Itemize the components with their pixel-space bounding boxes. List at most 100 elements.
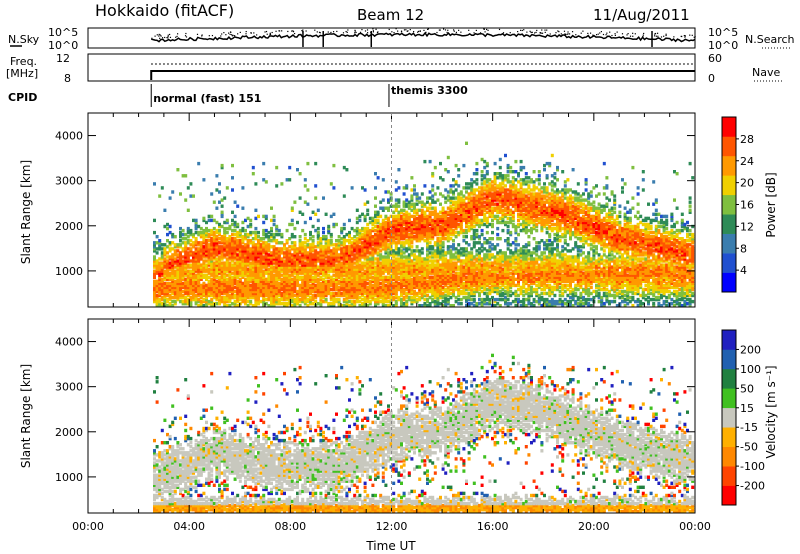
heatmap-cell <box>374 257 377 261</box>
heatmap-cell <box>371 239 375 243</box>
heatmap-cell <box>163 208 167 212</box>
heatmap-cell <box>264 279 268 283</box>
heatmap-cell <box>244 285 247 290</box>
heatmap-cell <box>407 239 411 243</box>
heatmap-cell <box>194 297 198 302</box>
heatmap-cell <box>176 297 180 302</box>
heatmap-cell <box>475 273 479 277</box>
heatmap-cell <box>173 243 177 247</box>
heatmap-cell <box>335 267 338 271</box>
heatmap-cell <box>309 285 312 290</box>
heatmap-cell <box>215 263 219 267</box>
heatmap-cell <box>387 226 390 231</box>
heatmap-cell <box>485 261 489 265</box>
heatmap-cell <box>272 295 276 300</box>
heatmap-cell <box>340 261 344 265</box>
heatmap-cell <box>332 269 336 273</box>
heatmap-cell <box>426 232 429 237</box>
heatmap-cell <box>350 257 354 261</box>
heatmap-cell <box>457 218 461 223</box>
heatmap-cell <box>316 208 320 212</box>
heatmap-cell <box>446 230 450 235</box>
heatmap-cell <box>249 299 253 304</box>
heatmap-cell <box>345 279 349 283</box>
heatmap-cell <box>444 263 448 267</box>
heatmap-cell <box>231 263 234 267</box>
heatmap-cell <box>228 224 232 229</box>
heatmap-cell <box>166 275 169 279</box>
heatmap-cell <box>327 304 331 308</box>
heatmap-cell <box>257 235 260 239</box>
heatmap-cell <box>462 289 466 294</box>
heatmap-cell <box>467 192 471 196</box>
heatmap-cell <box>449 255 453 259</box>
heatmap-cell <box>418 208 422 212</box>
heatmap-cell <box>335 269 338 273</box>
heatmap-cell <box>238 265 242 269</box>
heatmap-cell <box>381 241 385 245</box>
heatmap-cell <box>444 210 448 214</box>
heatmap-cell <box>322 269 325 273</box>
heatmap-cell <box>228 226 232 231</box>
heatmap-cell <box>314 277 318 281</box>
heatmap-cell <box>314 249 318 253</box>
heatmap-cell <box>449 188 453 192</box>
heatmap-cell <box>192 263 195 267</box>
heatmap-cell <box>379 237 383 241</box>
heatmap-cell <box>342 289 346 294</box>
heatmap-cell <box>387 291 390 296</box>
heatmap-cell <box>418 279 422 283</box>
heatmap-cell <box>405 224 409 229</box>
heatmap-cell <box>173 275 177 279</box>
heatmap-cell <box>444 299 448 304</box>
heatmap-cell <box>335 265 338 269</box>
heatmap-cell <box>241 263 245 267</box>
heatmap-cell <box>436 285 440 290</box>
heatmap-cell <box>415 299 419 304</box>
heatmap-cell <box>462 216 466 221</box>
heatmap-cell <box>420 304 424 308</box>
freq-trace <box>150 63 695 80</box>
heatmap-cell <box>355 295 359 300</box>
heatmap-cell <box>231 239 234 243</box>
heatmap-cell <box>210 271 214 275</box>
heatmap-cell <box>311 245 315 249</box>
heatmap-cell <box>194 299 198 304</box>
nsearch-dot <box>250 32 252 34</box>
heatmap-cell <box>348 239 351 243</box>
heatmap-cell <box>413 295 416 300</box>
heatmap-cell <box>381 293 385 298</box>
heatmap-cell <box>431 265 435 269</box>
heatmap-cell <box>478 267 481 271</box>
heatmap-cell <box>457 206 461 210</box>
heatmap-cell <box>439 265 442 269</box>
heatmap-cell <box>238 259 242 263</box>
heatmap-cell <box>426 220 429 225</box>
heatmap-cell <box>197 289 201 294</box>
heatmap-cell <box>478 206 481 210</box>
heatmap-cell <box>423 261 427 265</box>
heatmap-cell <box>410 188 414 192</box>
heatmap-cell <box>387 222 390 227</box>
heatmap-cell <box>179 295 182 300</box>
heatmap-cell <box>220 249 224 253</box>
heatmap-cell <box>457 287 461 292</box>
heatmap-cell <box>483 192 487 196</box>
heatmap-cell <box>457 184 461 188</box>
heatmap-cell <box>465 283 468 288</box>
nsearch-dot <box>201 35 203 37</box>
heatmap-cell <box>337 304 341 308</box>
heatmap-cell <box>184 302 188 306</box>
nsearch-dot <box>673 36 675 38</box>
nsearch-dot <box>151 37 153 39</box>
heatmap-cell <box>166 259 169 263</box>
heatmap-cell <box>332 277 336 281</box>
heatmap-cell <box>467 267 471 271</box>
heatmap-cell <box>423 214 427 219</box>
heatmap-cell <box>249 283 253 288</box>
heatmap-cell <box>423 210 427 214</box>
heatmap-cell <box>176 269 180 273</box>
heatmap-cell <box>225 230 229 235</box>
heatmap-cell <box>431 222 435 227</box>
heatmap-cell <box>397 220 401 225</box>
